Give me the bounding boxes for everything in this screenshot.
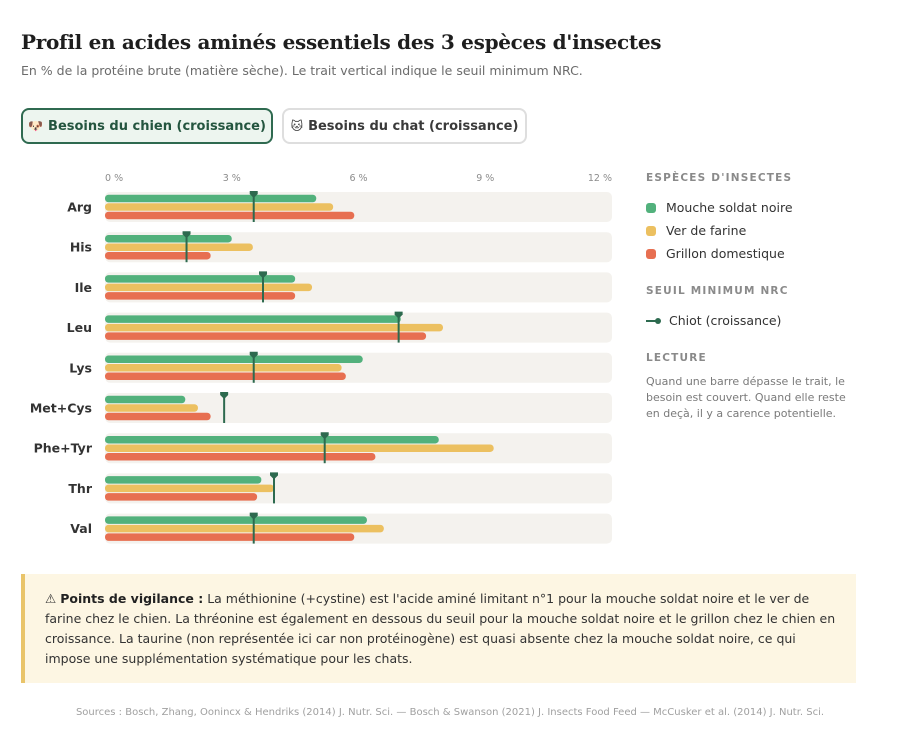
chart-title: Profil en acides aminés essentiels des 3…: [21, 30, 662, 54]
threshold-marker: [394, 311, 403, 319]
sources: Sources : Bosch, Zhang, Oonincx & Hendri…: [75, 707, 825, 718]
bar: [105, 476, 262, 484]
bar: [105, 355, 363, 364]
threshold-marker: [259, 271, 268, 279]
category-label: Lys: [69, 360, 92, 375]
threshold-legend-heading: SEUIL MINIMUM NRC: [646, 285, 789, 297]
bar: [105, 332, 427, 340]
bar: [105, 194, 317, 203]
bar: [105, 444, 494, 452]
dog-needs-button[interactable]: 🐶 Besoins du chien (croissance): [21, 108, 273, 144]
x-tick-label: 9 %: [476, 173, 494, 184]
category-label: Val: [70, 521, 92, 536]
bar: [105, 203, 334, 211]
threshold-marker: [320, 432, 329, 440]
bar: [105, 251, 211, 260]
threshold-marker: [220, 392, 229, 399]
chart-subtitle: En % de la protéine brute (matière sèche…: [21, 63, 583, 78]
threshold-marker-icon: [646, 316, 662, 326]
legend-item-black-soldier-fly: Mouche soldat noire: [646, 196, 886, 219]
category-label: His: [70, 240, 92, 255]
threshold-label: Chiot (croissance): [669, 313, 782, 328]
bar: [105, 533, 355, 541]
bar: [105, 404, 198, 412]
vigilance-note: ⚠ Points de vigilance : La méthionine (+…: [21, 574, 856, 683]
bar: [105, 234, 232, 243]
category-label: Met+Cys: [30, 401, 92, 416]
category-label: Phe+Tyr: [34, 441, 93, 456]
row-track: [105, 393, 612, 423]
bar: [105, 435, 439, 444]
mealworm-swatch: [646, 225, 656, 236]
bar: [105, 412, 211, 421]
threshold-marker: [270, 472, 278, 480]
house-cricket-swatch: [646, 248, 656, 259]
vigilance-text: La méthionine (+cystine) est l'acide ami…: [45, 591, 836, 666]
cat-icon: 🐱: [290, 119, 304, 133]
x-tick-label: 0 %: [105, 173, 123, 184]
bar: [105, 364, 342, 372]
category-label: Ile: [75, 280, 92, 295]
category-label: Leu: [67, 320, 92, 335]
legend-label: Mouche soldat noire: [666, 200, 793, 215]
vigilance-label: Points de vigilance :: [60, 591, 204, 606]
category-label: Arg: [67, 200, 92, 215]
bar: [105, 315, 401, 323]
row-track: [105, 232, 612, 263]
legend-label: Ver de farine: [666, 223, 747, 238]
x-tick-label: 12 %: [588, 173, 612, 184]
legend-item-mealworm: Ver de farine: [646, 219, 886, 242]
legend-item-threshold: Chiot (croissance): [646, 309, 886, 332]
threshold-marker: [249, 351, 258, 359]
bar: [105, 524, 384, 533]
bar: [105, 395, 186, 404]
x-tick-label: 3 %: [223, 173, 241, 184]
bar: [105, 323, 443, 332]
species-legend-heading: ESPÈCES D'INSECTES: [646, 172, 793, 184]
cat-needs-label: Besoins du chat (croissance): [308, 118, 519, 134]
bar: [105, 292, 296, 300]
bar: [105, 516, 367, 524]
legend-item-house-cricket: Grillon domestique: [646, 242, 886, 265]
amino-acid-bar-chart: 0 % 3 % 6 % 9 % 12 % Arg His Ile Leu Lys Met+Cys Ph…: [30, 173, 612, 544]
category-label: Thr: [68, 481, 92, 496]
bar: [105, 452, 376, 461]
bar: [105, 484, 274, 493]
threshold-marker: [249, 191, 258, 198]
legend: ESPÈCES D'INSECTES Mouche soldat noire V…: [646, 172, 886, 422]
cat-needs-button[interactable]: 🐱 Besoins du chat (croissance): [282, 108, 527, 144]
warning-icon: ⚠: [45, 591, 57, 606]
reading-heading: LECTURE: [646, 352, 707, 364]
black-soldier-fly-swatch: [646, 202, 656, 213]
bar: [105, 211, 355, 220]
dog-needs-label: Besoins du chien (croissance): [48, 118, 266, 134]
x-tick-label: 6 %: [349, 173, 367, 184]
bar: [105, 493, 258, 501]
dog-icon: 🐶: [28, 119, 44, 133]
reading-text: Quand une barre dépasse le trait, le bes…: [646, 375, 846, 420]
bar: [105, 275, 296, 283]
bar: [105, 243, 253, 251]
bar: [105, 372, 346, 381]
threshold-marker: [182, 231, 191, 239]
legend-label: Grillon domestique: [666, 246, 785, 261]
bar: [105, 283, 313, 292]
threshold-marker: [249, 512, 258, 520]
